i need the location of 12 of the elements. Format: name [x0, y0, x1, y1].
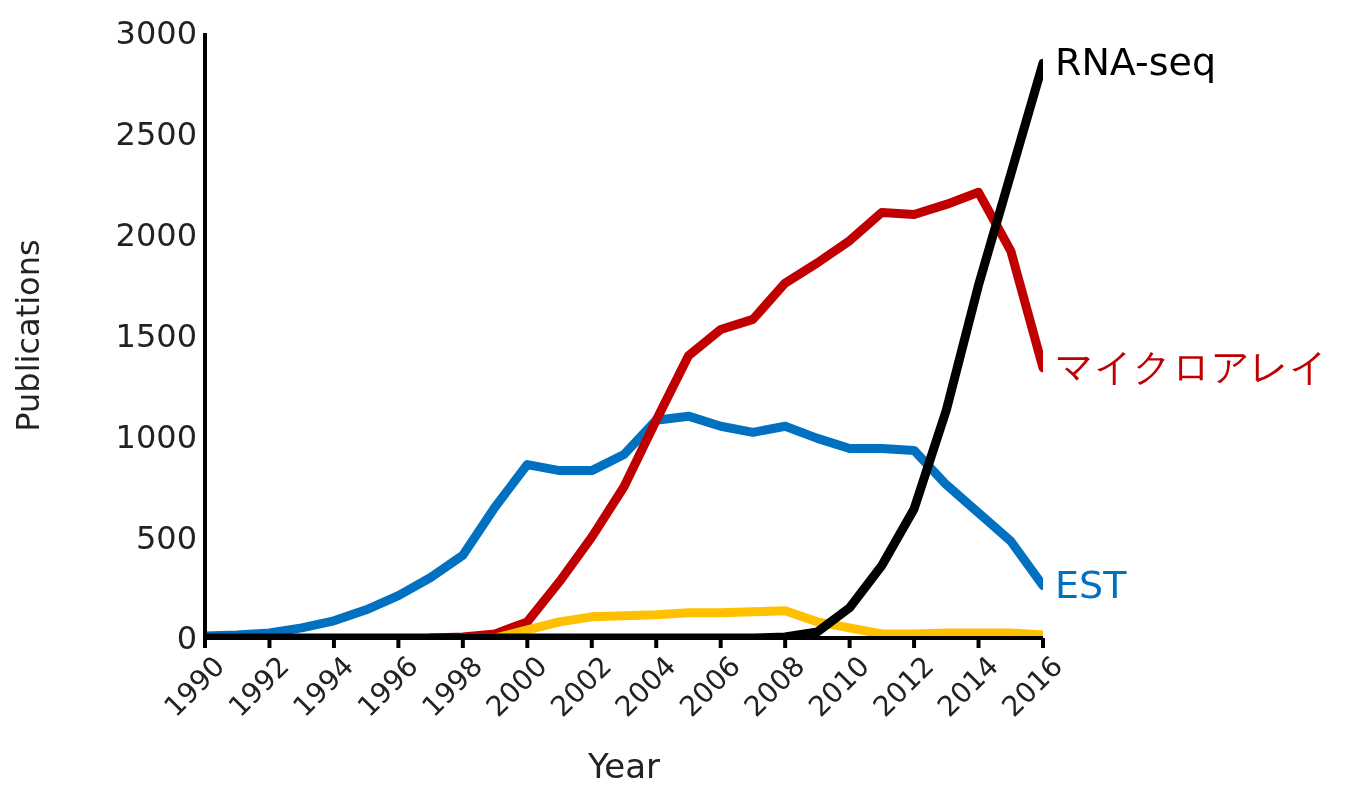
x-axis-title: Year	[587, 746, 661, 786]
y-tick-label: 3000	[115, 14, 197, 53]
y-tick-label: 2500	[115, 115, 197, 154]
y-tick-label: 500	[135, 518, 197, 557]
y-tick-label: 2000	[115, 216, 197, 255]
y-tick-label: 0	[176, 619, 197, 658]
series-label: マイクロアレイ	[1055, 344, 1328, 389]
y-axis-title: Publications	[9, 239, 48, 432]
series-label: RNA-seq	[1055, 40, 1216, 85]
series-label: EST	[1055, 562, 1128, 607]
y-tick-label: 1500	[115, 316, 197, 355]
y-tick-label: 1000	[115, 417, 197, 456]
